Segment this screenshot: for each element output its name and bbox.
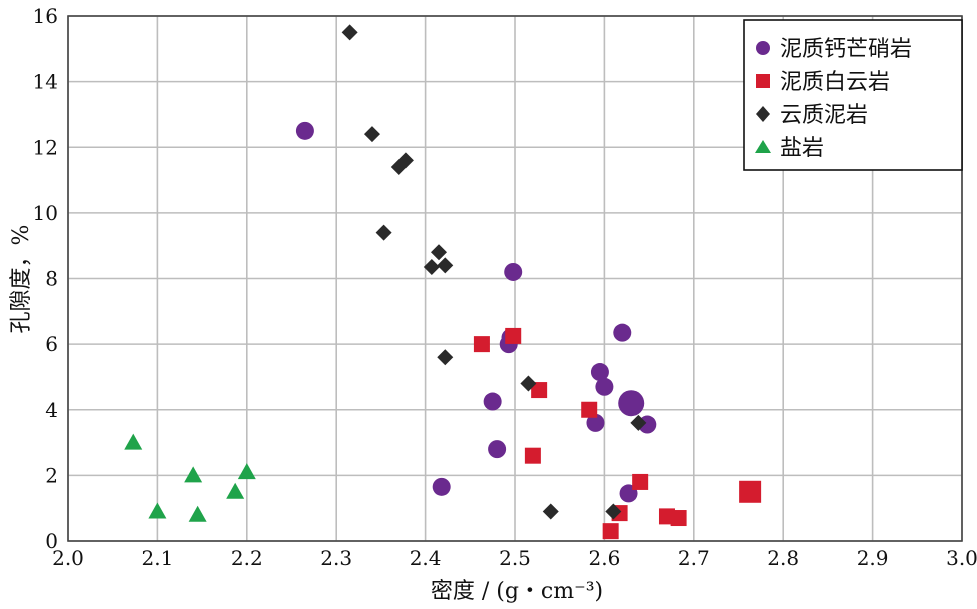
x-tick-label: 2.1 bbox=[141, 546, 173, 570]
plot-frame bbox=[67, 15, 963, 542]
data-points bbox=[124, 24, 762, 540]
data-point-diamond bbox=[341, 24, 358, 41]
data-point-diamond bbox=[390, 158, 407, 175]
y-axis-ticks: 0 2 4 6 8 10 12 14 16 bbox=[33, 4, 58, 553]
x-axis-title: 密度 / (g・cm⁻³) bbox=[431, 579, 603, 604]
legend-label-4: 盐岩 bbox=[780, 136, 824, 161]
legend-label-1: 泥质钙芒硝岩 bbox=[780, 37, 912, 62]
data-point-circle bbox=[488, 440, 507, 459]
y-tick-label: 6 bbox=[45, 332, 58, 356]
data-point-diamond bbox=[363, 126, 380, 143]
data-point-square bbox=[473, 336, 490, 353]
y-tick-label: 12 bbox=[33, 135, 58, 159]
x-tick-label: 2.8 bbox=[767, 546, 799, 570]
data-point-circle bbox=[586, 413, 605, 432]
data-point-triangle bbox=[188, 505, 207, 522]
legend-item-3: 云质泥岩 bbox=[756, 103, 868, 128]
data-point-triangle bbox=[148, 502, 167, 519]
data-point-square bbox=[739, 480, 762, 503]
y-tick-label: 0 bbox=[45, 529, 58, 553]
data-point-square bbox=[581, 401, 598, 418]
y-tick-label: 8 bbox=[45, 267, 58, 291]
data-point-diamond bbox=[375, 224, 392, 241]
x-tick-label: 2.4 bbox=[410, 546, 442, 570]
data-point-triangle bbox=[124, 433, 143, 450]
data-point-circle bbox=[590, 363, 609, 382]
legend-triangle-marker bbox=[755, 140, 771, 153]
x-tick-label: 2.7 bbox=[678, 546, 710, 570]
data-point-square bbox=[602, 523, 619, 540]
legend-circle-marker bbox=[756, 41, 770, 55]
legend-square-marker bbox=[756, 74, 770, 88]
data-point-square bbox=[505, 327, 522, 344]
x-tick-label: 2.0 bbox=[52, 546, 84, 570]
y-tick-label: 4 bbox=[45, 398, 58, 422]
data-point-triangle bbox=[237, 463, 256, 480]
data-point-square bbox=[632, 473, 649, 490]
data-point-diamond bbox=[542, 503, 559, 520]
legend-label-3: 云质泥岩 bbox=[780, 103, 868, 128]
data-point-diamond bbox=[520, 375, 537, 392]
legend-item-1: 泥质钙芒硝岩 bbox=[756, 37, 912, 62]
data-point-circle bbox=[595, 377, 614, 396]
x-axis-ticks: 2.0 2.1 2.2 2.3 2.4 2.5 2.6 2.7 2.8 2.9 3.0 bbox=[52, 546, 977, 570]
y-axis-title: 孔隙度，% bbox=[9, 225, 34, 334]
data-point-square bbox=[524, 447, 541, 464]
data-point-triangle bbox=[184, 466, 203, 483]
data-point-circle bbox=[504, 262, 523, 281]
data-point-circle bbox=[432, 477, 451, 496]
data-point-diamond bbox=[437, 349, 454, 366]
data-point-triangle bbox=[226, 482, 245, 499]
legend-label-2: 泥质白云岩 bbox=[780, 70, 890, 95]
data-point-diamond bbox=[630, 414, 647, 431]
x-tick-label: 3.0 bbox=[946, 546, 977, 570]
legend-item-2: 泥质白云岩 bbox=[756, 70, 890, 95]
x-tick-label: 2.3 bbox=[320, 546, 352, 570]
y-tick-label: 10 bbox=[33, 201, 58, 225]
legend: 泥质钙芒硝岩 泥质白云岩 云质泥岩 盐岩 bbox=[743, 19, 963, 171]
y-tick-label: 16 bbox=[33, 4, 58, 28]
legend-box bbox=[743, 19, 963, 171]
data-point-circle bbox=[613, 323, 632, 342]
data-point-diamond bbox=[605, 503, 622, 520]
data-point-circle bbox=[483, 392, 502, 411]
data-point-diamond bbox=[437, 257, 454, 274]
data-point-circle bbox=[295, 121, 314, 140]
y-tick-label: 2 bbox=[45, 463, 58, 487]
x-tick-label: 2.5 bbox=[499, 546, 531, 570]
x-tick-label: 2.9 bbox=[857, 546, 889, 570]
x-tick-label: 2.2 bbox=[231, 546, 263, 570]
x-tick-label: 2.6 bbox=[588, 546, 620, 570]
data-point-diamond bbox=[431, 244, 448, 261]
legend-item-4: 盐岩 bbox=[755, 136, 824, 161]
data-point-square bbox=[670, 510, 687, 527]
data-point-circle bbox=[618, 390, 645, 417]
legend-diamond-marker bbox=[756, 106, 770, 122]
data-point-diamond bbox=[423, 259, 440, 276]
y-tick-label: 14 bbox=[33, 70, 58, 94]
data-point-square bbox=[531, 382, 548, 399]
